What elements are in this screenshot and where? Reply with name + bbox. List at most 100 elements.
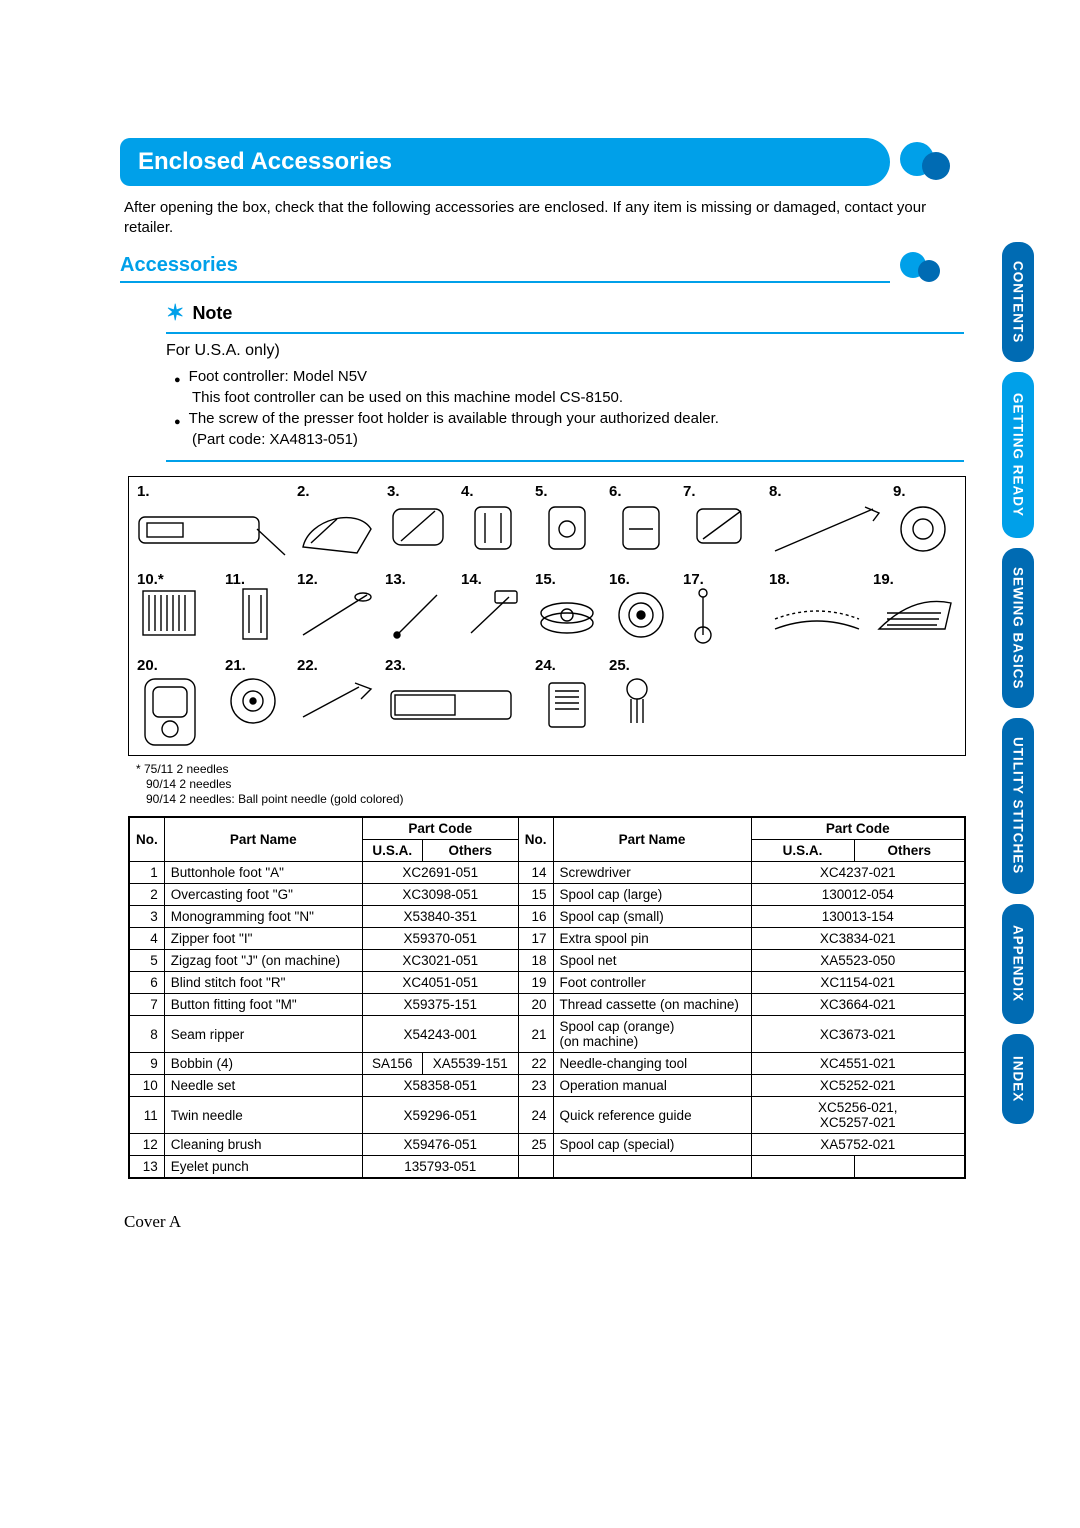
illus-drawing — [893, 499, 953, 559]
cell-no: 23 — [518, 1075, 553, 1097]
illus-num: 2. — [297, 483, 310, 500]
cell-code: X59476-051 — [362, 1134, 518, 1156]
cell-part-name: Bobbin (4) — [164, 1053, 362, 1075]
illus-num: 5. — [535, 483, 548, 500]
note-body: For U.S.A. only) Foot controller: Model … — [166, 340, 964, 450]
cell-code: X58358-051 — [362, 1075, 518, 1097]
note-bullet-1: Foot controller: Model N5V — [174, 366, 964, 387]
cell-code: XC5252-021 — [751, 1075, 965, 1097]
cell-code: XC3098-051 — [362, 884, 518, 906]
cell-no: 4 — [130, 928, 165, 950]
illus-drawing — [297, 499, 377, 559]
th-usa: U.S.A. — [751, 840, 854, 862]
cell-code: XC5256-021,XC5257-021 — [751, 1097, 965, 1134]
illus-drawing — [297, 673, 377, 733]
cell-part-name: Thread cassette (on machine) — [553, 994, 751, 1016]
cell-code: XA5752-021 — [751, 1134, 965, 1156]
table-row: 8Seam ripperX54243-00121Spool cap (orang… — [130, 1016, 965, 1053]
illus-drawing — [609, 585, 673, 645]
cell-part-name: Spool cap (orange)(on machine) — [553, 1016, 751, 1053]
cell-no: 13 — [130, 1156, 165, 1178]
illus-drawing — [609, 499, 673, 559]
cell-part-name: Needle-changing tool — [553, 1053, 751, 1075]
intro-text: After opening the box, check that the fo… — [124, 198, 964, 239]
cell-code: X54243-001 — [362, 1016, 518, 1053]
cell-code-usa: SA156 — [362, 1053, 422, 1075]
cell-no: 14 — [518, 862, 553, 884]
star-icon: ✶ — [166, 300, 184, 326]
note-bullet-2-line1: The screw of the presser foot holder is … — [189, 408, 719, 429]
illus-num: 9. — [893, 483, 906, 500]
cell-part-name: Quick reference guide — [553, 1097, 751, 1134]
illus-drawing — [137, 499, 287, 559]
subsection-heading-text: Accessories — [120, 254, 238, 276]
illus-drawing — [225, 673, 285, 733]
cell-part-name: Spool cap (large) — [553, 884, 751, 906]
illus-num: 4. — [461, 483, 474, 500]
cell-code: XC4237-021 — [751, 862, 965, 884]
illus-drawing — [769, 499, 885, 559]
cell-no: 1 — [130, 862, 165, 884]
cell-part-name: Buttonhole foot "A" — [164, 862, 362, 884]
cell-code: X53840-351 — [362, 906, 518, 928]
cell-code: XA5523-050 — [751, 950, 965, 972]
tab-appendix[interactable]: APPENDIX — [1002, 904, 1034, 1024]
section-heading: Enclosed Accessories — [120, 138, 890, 186]
illus-num: 8. — [769, 483, 782, 500]
section-heading-text: Enclosed Accessories — [138, 148, 392, 176]
cell-part-name: Monogramming foot "N" — [164, 906, 362, 928]
tab-label: APPENDIX — [1011, 925, 1026, 1002]
illus-num: 1. — [137, 483, 150, 500]
illus-num: 24. — [535, 657, 556, 674]
cell-part-name: Screwdriver — [553, 862, 751, 884]
cell-code: X59296-051 — [362, 1097, 518, 1134]
cell-part-name: Blind stitch foot "R" — [164, 972, 362, 994]
page: Enclosed Accessories After opening the b… — [0, 0, 1080, 1528]
tab-label: SEWING BASICS — [1011, 567, 1026, 690]
bullet-icon — [174, 408, 181, 429]
subheading-ornament — [900, 246, 960, 294]
table-row: 12Cleaning brushX59476-05125Spool cap (s… — [130, 1134, 965, 1156]
side-tabs: CONTENTS GETTING READY SEWING BASICS UTI… — [1002, 242, 1034, 1134]
tab-getting-ready[interactable]: GETTING READY — [1002, 372, 1034, 538]
cell-no: 15 — [518, 884, 553, 906]
table-row: 10Needle setX58358-05123Operation manual… — [130, 1075, 965, 1097]
cell-part-name: Eyelet punch — [164, 1156, 362, 1178]
cell-part-name: Operation manual — [553, 1075, 751, 1097]
cell-no: 8 — [130, 1016, 165, 1053]
cell-code: XC2691-051 — [362, 862, 518, 884]
accessories-table-inner: No. Part Name Part Code No. Part Name Pa… — [129, 817, 965, 1178]
th-others: Others — [422, 840, 518, 862]
cell-code: XC4551-021 — [751, 1053, 965, 1075]
cell-no: 21 — [518, 1016, 553, 1053]
illus-num: 6. — [609, 483, 622, 500]
tab-utility-stitches[interactable]: UTILITY STITCHES — [1002, 718, 1034, 894]
heading-ornament — [900, 132, 960, 192]
cell-no: 6 — [130, 972, 165, 994]
table-row: 4Zipper foot "I"X59370-05117Extra spool … — [130, 928, 965, 950]
table-row: 7Button fitting foot "M"X59375-15120Thre… — [130, 994, 965, 1016]
table-cell — [518, 1156, 553, 1178]
subsection-heading: Accessories — [120, 254, 890, 283]
cell-no: 25 — [518, 1134, 553, 1156]
cell-no: 5 — [130, 950, 165, 972]
illus-num: 23. — [385, 657, 406, 674]
cell-no: 22 — [518, 1053, 553, 1075]
note-bullet-1-line1: Foot controller: Model N5V — [189, 366, 367, 387]
cell-no: 17 — [518, 928, 553, 950]
th-part-code: Part Code — [751, 818, 965, 840]
cell-code: XC1154-021 — [751, 972, 965, 994]
note-bullet-2-line2: (Part code: XA4813-051) — [192, 429, 964, 450]
cell-no: 7 — [130, 994, 165, 1016]
illustration-footnote: * 75/11 2 needles 90/14 2 needles 90/14 … — [136, 762, 404, 807]
th-others: Others — [854, 840, 964, 862]
th-no: No. — [130, 818, 165, 862]
tab-sewing-basics[interactable]: SEWING BASICS — [1002, 548, 1034, 708]
cell-no: 2 — [130, 884, 165, 906]
tab-contents[interactable]: CONTENTS — [1002, 242, 1034, 362]
cell-code: X59370-051 — [362, 928, 518, 950]
tab-label: UTILITY STITCHES — [1011, 737, 1026, 874]
cover-label: Cover A — [124, 1212, 181, 1232]
tab-index[interactable]: INDEX — [1002, 1034, 1034, 1124]
th-usa: U.S.A. — [362, 840, 422, 862]
